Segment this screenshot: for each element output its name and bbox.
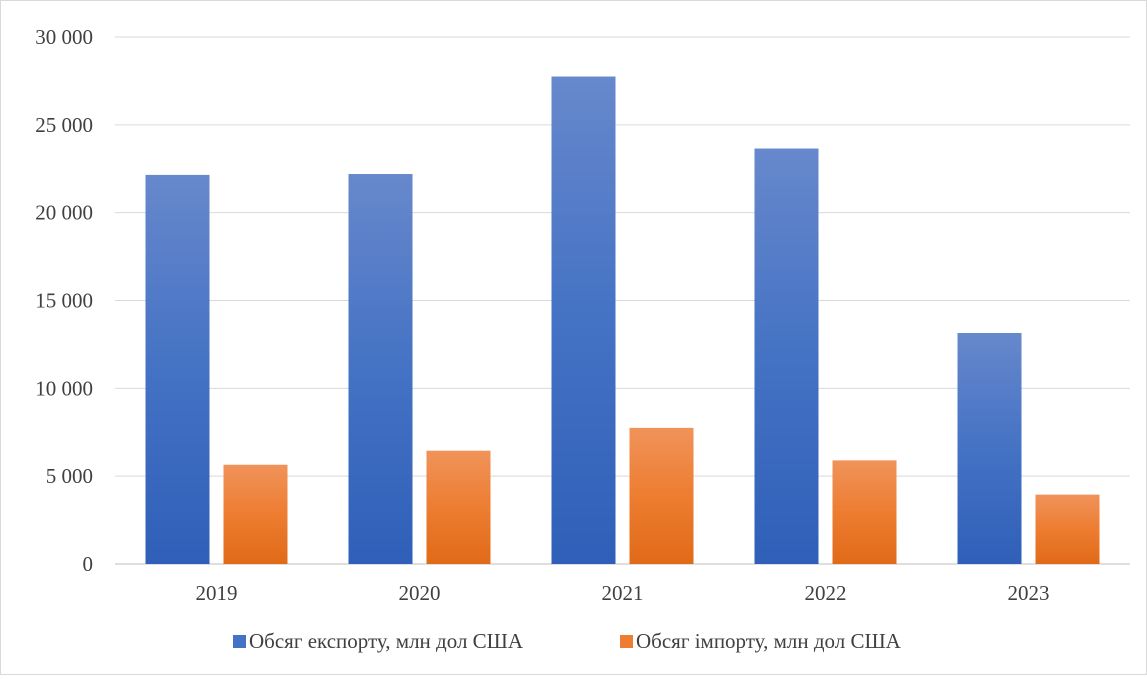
y-tick-label: 15 000 <box>35 289 93 313</box>
y-axis: 0 5 000 10 000 15 000 20 000 25 000 30 000 <box>35 25 93 576</box>
bar-export <box>754 148 819 564</box>
x-axis: 2019 2020 2021 2022 2023 <box>196 581 1050 605</box>
bar-import <box>832 460 897 564</box>
bar-import <box>1035 494 1100 564</box>
bar-import <box>223 464 288 564</box>
y-tick-label: 20 000 <box>35 201 93 225</box>
legend-label-export: Обсяг експорту, млн дол США <box>249 629 524 653</box>
bar-import <box>426 450 491 564</box>
bar-export <box>145 174 210 565</box>
legend: Обсяг експорту, млн дол США Обсяг імпорту… <box>233 629 902 653</box>
bar-export <box>348 174 413 564</box>
x-tick-label: 2019 <box>196 581 238 605</box>
y-tick-label: 10 000 <box>35 376 93 400</box>
x-tick-label: 2022 <box>805 581 847 605</box>
legend-label-import: Обсяг імпорту, млн дол США <box>636 629 902 653</box>
bar-export <box>957 332 1022 564</box>
bars <box>145 76 1100 565</box>
legend-swatch-export <box>233 635 246 648</box>
x-tick-label: 2021 <box>602 581 644 605</box>
y-tick-label: 0 <box>83 552 94 576</box>
x-tick-label: 2023 <box>1008 581 1050 605</box>
y-tick-label: 5 000 <box>46 464 93 488</box>
bar-import <box>629 427 694 564</box>
x-tick-label: 2020 <box>399 581 441 605</box>
legend-swatch-import <box>620 635 633 648</box>
y-tick-label: 30 000 <box>35 25 93 49</box>
y-tick-label: 25 000 <box>35 113 93 137</box>
bar-export <box>551 76 616 565</box>
